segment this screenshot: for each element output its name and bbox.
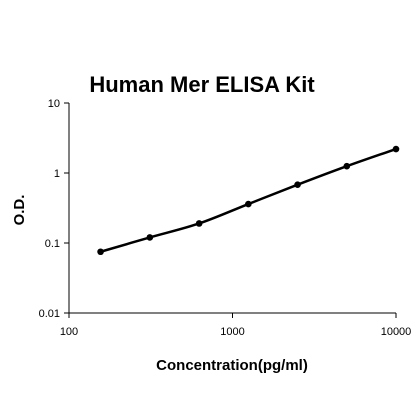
x-tick-label: 10000	[381, 326, 412, 338]
data-point	[245, 200, 252, 208]
data-point	[343, 162, 351, 170]
data-point	[97, 248, 104, 256]
y-axis-title: O.D.	[11, 195, 28, 226]
data-point	[392, 145, 400, 153]
chart-title: Human Mer ELISA Kit	[89, 72, 315, 97]
data-point	[146, 234, 154, 241]
y-tick-label: 1	[54, 168, 60, 180]
x-axis-ticks: 100 1000 10000	[60, 313, 411, 338]
x-axis-title: Concentration(pg/ml)	[156, 357, 308, 374]
y-tick-label: 0.01	[39, 308, 60, 320]
y-tick-label: 10	[48, 98, 60, 110]
series-points	[97, 145, 400, 256]
y-axis-ticks: 0.01 0.1 1 10	[39, 98, 69, 320]
x-tick-label: 100	[60, 326, 78, 338]
data-point	[294, 181, 301, 189]
series-line	[100, 147, 397, 253]
x-tick-label: 1000	[220, 326, 244, 338]
data-point	[195, 220, 203, 227]
y-tick-label: 0.1	[45, 238, 60, 250]
